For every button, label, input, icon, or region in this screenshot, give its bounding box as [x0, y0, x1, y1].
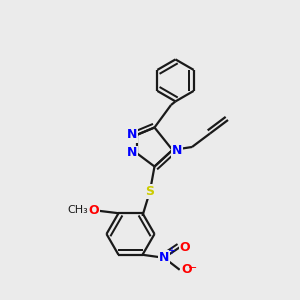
Text: +: + [167, 246, 175, 256]
Text: O: O [88, 204, 99, 217]
Text: N: N [127, 146, 137, 160]
Text: O: O [181, 263, 192, 276]
Text: CH₃: CH₃ [67, 205, 88, 215]
Text: N: N [127, 128, 137, 142]
Text: O: O [180, 241, 190, 254]
Text: N: N [172, 143, 182, 157]
Text: −: − [188, 263, 197, 273]
Text: N: N [159, 251, 169, 264]
Text: S: S [146, 184, 154, 198]
